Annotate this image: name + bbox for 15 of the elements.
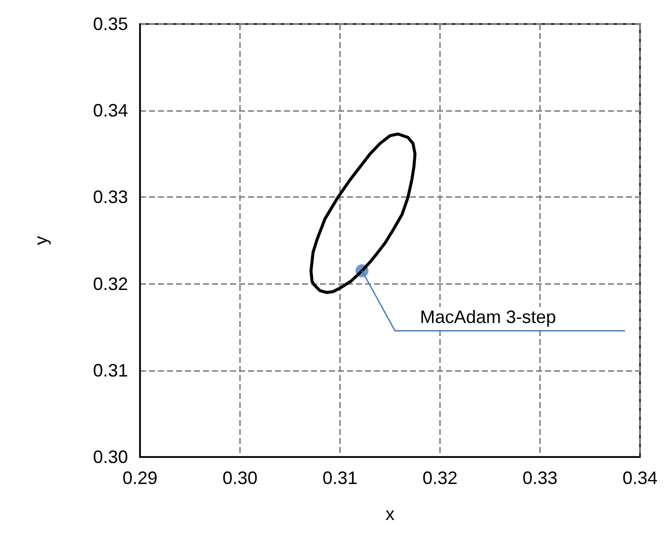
x-tick-label: 0.33 bbox=[522, 468, 558, 488]
y-tick-label: 0.33 bbox=[92, 187, 128, 208]
x-tick-label: 0.32 bbox=[422, 468, 458, 488]
y-axis-title: y bbox=[31, 236, 51, 245]
y-tick-label: 0.35 bbox=[92, 14, 128, 34]
x-tick-label: 0.34 bbox=[622, 468, 658, 488]
y-tick-label: 0.32 bbox=[92, 274, 128, 294]
x-tick-label: 0.30 bbox=[222, 468, 258, 488]
y-tick-label: 0.30 bbox=[92, 447, 128, 467]
y-tick-label: 0.34 bbox=[92, 100, 128, 121]
y-tick-label: 0.31 bbox=[92, 360, 128, 380]
x-tick-label: 0.31 bbox=[322, 468, 358, 488]
annotation: MacAdam 3-step bbox=[420, 306, 556, 328]
x-axis-title: x bbox=[386, 504, 394, 524]
x-tick-label: 0.29 bbox=[122, 468, 158, 488]
